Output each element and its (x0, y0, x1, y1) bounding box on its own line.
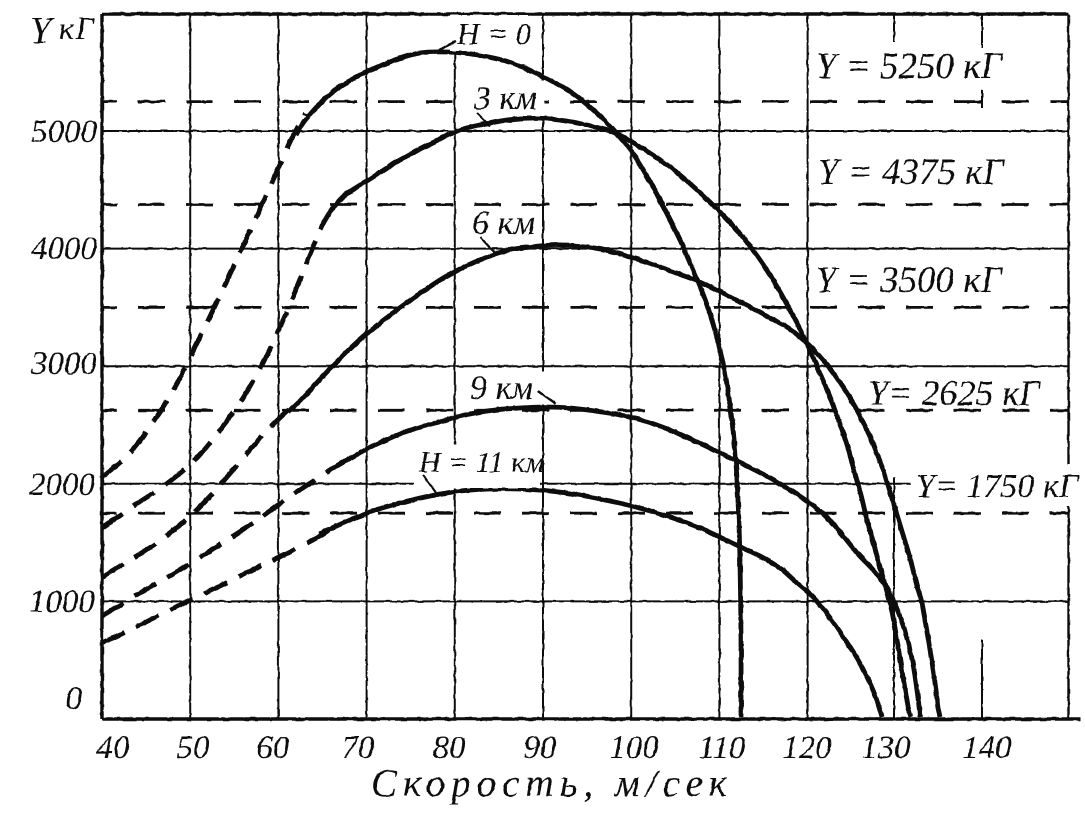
svg-text:H = 0: H = 0 (456, 16, 532, 51)
svg-text:Y = 3500 кГ: Y = 3500 кГ (816, 260, 1004, 301)
svg-text:5000: 5000 (31, 114, 98, 150)
svg-text:70: 70 (342, 730, 376, 766)
svg-text:130: 130 (861, 730, 911, 766)
svg-text:6 км: 6 км (472, 205, 535, 242)
svg-text:3000: 3000 (30, 346, 98, 382)
svg-text:Y: Y (30, 10, 55, 52)
svg-text:140: 140 (962, 730, 1012, 766)
svg-text:9 км: 9 км (470, 370, 533, 407)
svg-text:40: 40 (97, 730, 131, 766)
svg-text:80: 80 (433, 730, 467, 766)
svg-text:H = 11 км: H = 11 км (418, 446, 544, 479)
svg-text:кГ: кГ (59, 10, 95, 46)
svg-text:3 км: 3 км (473, 80, 537, 117)
svg-text:Y= 1750 кГ: Y= 1750 кГ (916, 468, 1080, 505)
svg-text:Скорость, м/сек: Скорость, м/сек (371, 762, 733, 805)
svg-text:2000: 2000 (29, 467, 96, 503)
svg-text:Y = 4375 кГ: Y = 4375 кГ (818, 152, 1006, 193)
svg-text:1000: 1000 (29, 584, 96, 620)
svg-text:0: 0 (66, 681, 83, 717)
svg-text:60: 60 (257, 730, 291, 766)
svg-text:4000: 4000 (31, 231, 98, 267)
svg-text:Y = 5250 кГ: Y = 5250 кГ (816, 46, 1004, 87)
svg-text:90: 90 (524, 730, 558, 766)
svg-text:100: 100 (609, 730, 659, 766)
svg-text:120: 120 (782, 730, 832, 766)
svg-text:Y= 2625 кГ: Y= 2625 кГ (868, 373, 1041, 413)
svg-text:50: 50 (177, 730, 211, 766)
svg-text:110: 110 (698, 730, 746, 766)
